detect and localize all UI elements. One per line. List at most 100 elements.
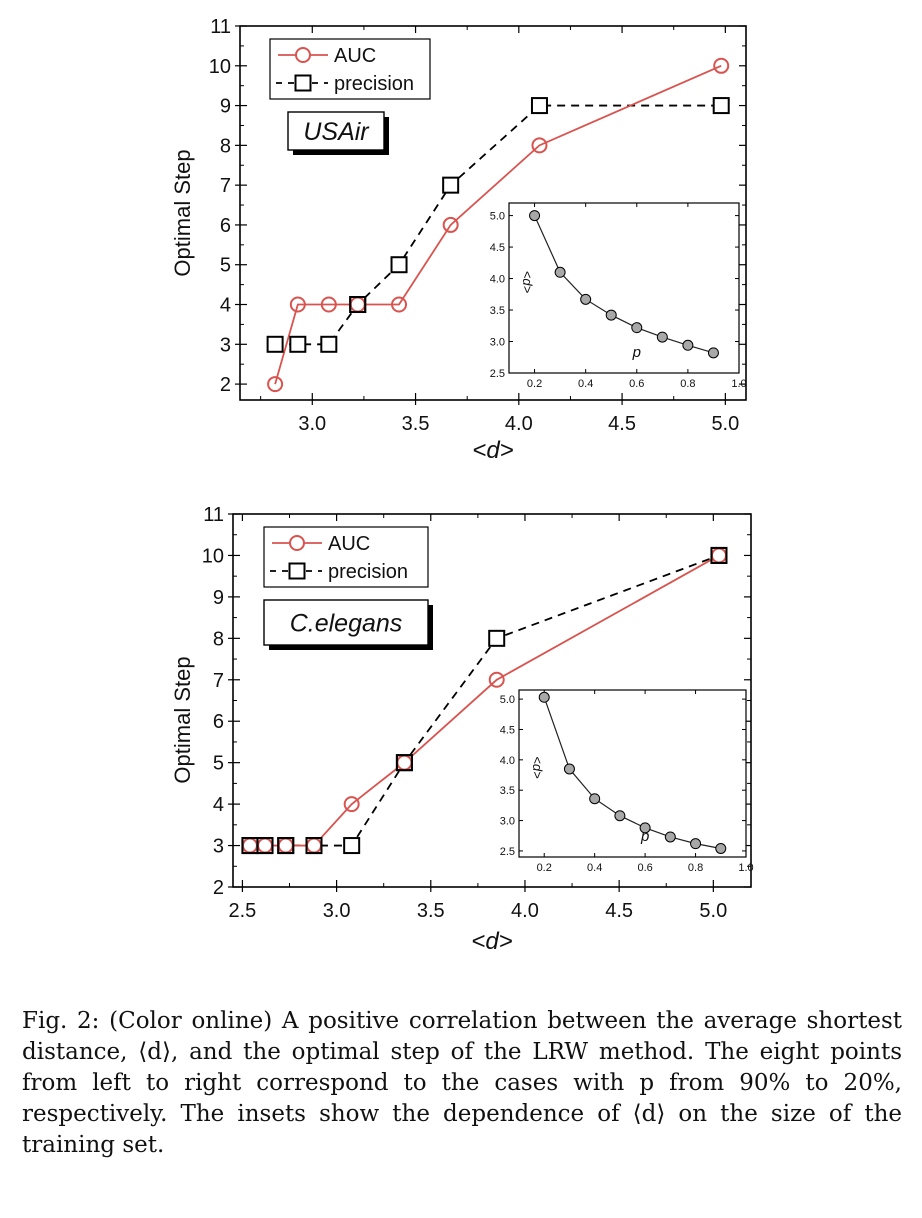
inset-y-tick-label: 2.5 — [500, 846, 515, 858]
inset-point — [580, 293, 592, 305]
inset-y-tick-label: 4.0 — [500, 755, 515, 767]
legend-precision-marker — [288, 562, 306, 580]
y-tick-label: 4 — [220, 295, 231, 317]
inset-y-tick-label: 5.0 — [490, 211, 505, 223]
figure-canvas: 2 3 4 5 6 7 8 9 10 11 3.0 3.5 4.0 4.5 5.0 Optimal Step <… — [170, 16, 754, 955]
caption-text: Fig. 2: (Color online) A positive correl… — [22, 1008, 910, 1158]
y-tick-label: 9 — [220, 96, 231, 118]
y-tick-label: 5 — [220, 255, 231, 277]
x-tick-label: 5.0 — [699, 900, 727, 922]
precision-point-overlap — [395, 754, 413, 772]
inset-x-tick-label: 0.6 — [629, 378, 644, 390]
legend-precision-label: precision — [328, 561, 408, 583]
auc-point — [488, 671, 505, 688]
x-tick-label: 2.5 — [229, 900, 257, 922]
inset-x-tick-label: 0.2 — [537, 862, 552, 874]
inset-y-tick-label: 2.5 — [490, 368, 505, 380]
dataset-label: C.elegans — [290, 610, 403, 638]
precision-point — [320, 335, 338, 353]
precision-point-overlap — [710, 546, 728, 564]
inset-y-tick-label: 3.0 — [500, 816, 515, 828]
inset-point — [529, 210, 541, 222]
auc-point — [289, 296, 306, 313]
y-tick-label: 2 — [220, 374, 231, 396]
inset-y-tick-label: 3.5 — [490, 305, 505, 317]
inset-point — [715, 842, 727, 854]
inset-frame — [508, 202, 740, 374]
inset-y-axis-label: <d> — [530, 756, 545, 779]
figure-caption: Fig. 2: (Color online) A positive correl… — [22, 1006, 902, 1161]
legend-precision-marker — [294, 74, 312, 92]
inset-point — [682, 339, 694, 351]
inset-y-tick-label: 3.0 — [490, 337, 505, 349]
y-tick-label: 3 — [213, 836, 224, 858]
y-axis-label: Optimal Step — [170, 656, 195, 783]
inset-y-tick-label: 4.5 — [490, 242, 505, 254]
auc-point — [320, 296, 337, 313]
legend-auc-label: AUC — [334, 45, 376, 67]
inset-point — [656, 331, 668, 343]
inset-point — [690, 838, 702, 850]
auc-point — [713, 57, 730, 74]
inset-x-tick-label: 0.4 — [578, 378, 593, 390]
inset-point — [554, 266, 566, 278]
x-axis-label: <d> — [472, 437, 513, 464]
x-tick-label: 3.5 — [402, 413, 430, 435]
auc-point — [267, 376, 284, 393]
inset-point — [631, 322, 643, 334]
y-tick-label: 8 — [220, 135, 231, 157]
precision-point — [442, 176, 460, 194]
y-tick-label: 6 — [213, 711, 224, 733]
inset-y-tick-label: 4.5 — [500, 724, 515, 736]
dataset-label: USAir — [303, 118, 370, 146]
inset-x-tick-label: 0.2 — [527, 378, 542, 390]
precision-point — [712, 97, 730, 115]
legend: AUC precision — [263, 526, 429, 588]
y-tick-label: 3 — [220, 334, 231, 356]
legend-auc-marker — [295, 47, 311, 63]
inset-y-tick-label: 3.5 — [500, 785, 515, 797]
precision-point-overlap — [305, 837, 323, 855]
x-tick-label: 4.5 — [608, 413, 636, 435]
inset-x-tick-label: 0.6 — [637, 862, 652, 874]
precision-point — [266, 335, 284, 353]
inset-y-tick-label: 5.0 — [500, 694, 515, 706]
x-tick-label: 5.0 — [711, 413, 739, 435]
auc-point — [531, 137, 548, 154]
inset-x-axis-label: p — [640, 828, 649, 845]
precision-point — [343, 837, 361, 855]
auc-point — [391, 296, 408, 313]
precision-point-overlap — [256, 837, 274, 855]
precision-point — [289, 335, 307, 353]
precision-point — [390, 256, 408, 274]
legend: AUC precision — [269, 38, 431, 100]
inset-point — [563, 763, 575, 775]
precision-line — [275, 104, 722, 346]
legend-precision-label: precision — [334, 73, 414, 95]
y-tick-label: 7 — [220, 175, 231, 197]
inset-point — [605, 309, 617, 321]
x-tick-label: 4.0 — [505, 413, 533, 435]
y-tick-label: 10 — [202, 545, 224, 567]
precision-point-overlap — [349, 296, 367, 314]
dataset-label-box — [287, 111, 385, 151]
auc-line — [274, 64, 722, 385]
y-tick-label: 10 — [209, 56, 231, 78]
y-tick-label: 5 — [213, 753, 224, 775]
legend-auc-label: AUC — [328, 533, 370, 555]
inset-point — [589, 793, 601, 805]
inset-chart: 2.5 3.0 3.5 4.0 4.5 5.0 0.2 0.4 0.6 0.8 1.0 <d> p — [490, 202, 747, 390]
inset-x-tick-label: 1.0 — [731, 378, 746, 390]
legend-frame — [263, 526, 429, 588]
y-tick-label: 11 — [210, 16, 231, 38]
inset-point — [614, 810, 626, 822]
inset-y-tick-label: 4.0 — [490, 274, 505, 286]
inset-x-tick-label: 0.8 — [680, 378, 695, 390]
inset-point — [538, 691, 550, 703]
inset-chart: 2.5 3.0 3.5 4.0 4.5 5.0 0.2 0.4 0.6 0.8 1.0 <d> p — [500, 689, 754, 874]
y-tick-label: 11 — [203, 504, 224, 526]
inset-x-tick-label: 0.4 — [587, 862, 602, 874]
inset-point — [639, 822, 651, 834]
x-tick-label: 3.5 — [417, 900, 445, 922]
auc-point — [442, 216, 459, 233]
